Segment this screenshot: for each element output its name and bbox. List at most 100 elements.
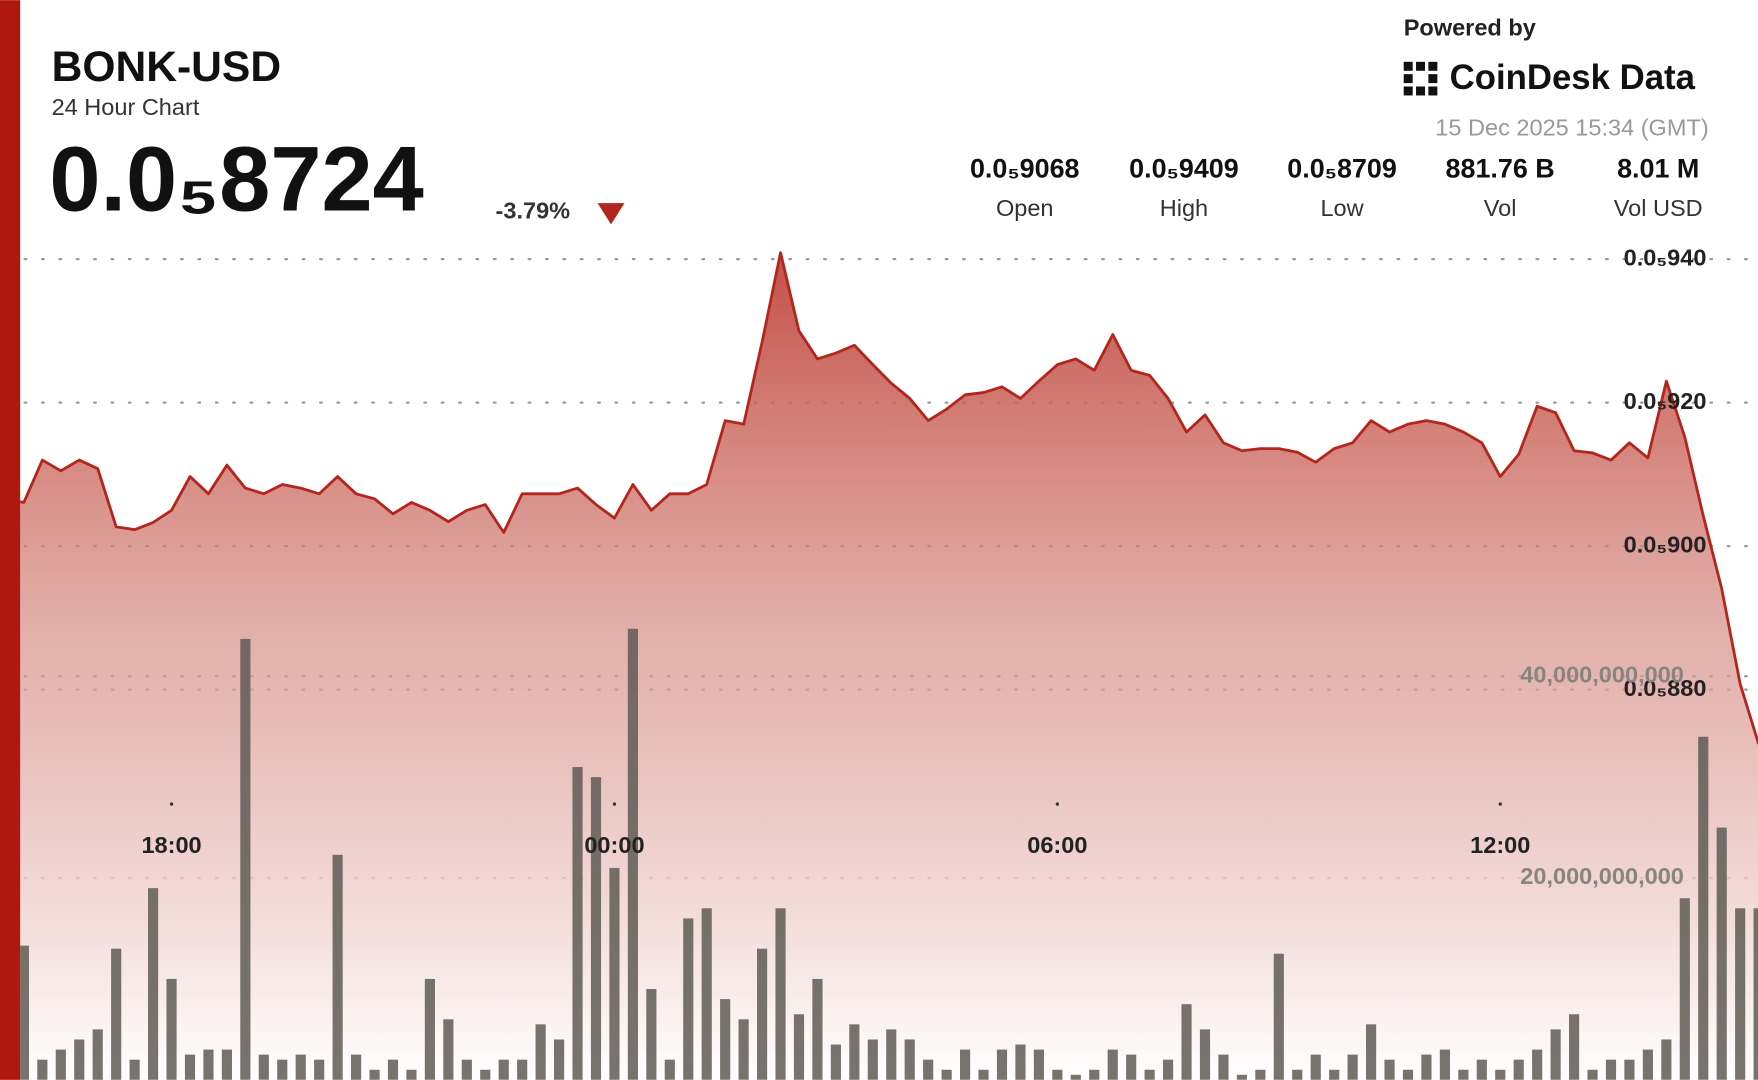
price-area xyxy=(20,252,1758,1080)
volume-bar xyxy=(166,978,177,1080)
volume-bar xyxy=(683,918,694,1080)
volume-bar xyxy=(461,1059,472,1080)
volume-bar xyxy=(572,767,583,1080)
volume-bar xyxy=(498,1059,509,1080)
volume-bar xyxy=(203,1049,214,1080)
volume-bar xyxy=(424,978,435,1080)
volume-bar xyxy=(20,945,29,1080)
volume-bar xyxy=(775,908,786,1080)
volume-bar xyxy=(480,1069,491,1080)
axis-labels: 0.0₅940 0.0₅920 0.0₅900 0.0₅88040,000,000,0… xyxy=(141,244,1706,889)
volume-bar xyxy=(277,1059,288,1080)
volume-bar xyxy=(1698,736,1709,1080)
volume-bar xyxy=(978,1069,989,1080)
volume-bar xyxy=(904,1039,915,1080)
stat-value: 0.0₅9068 xyxy=(970,154,1080,184)
volume-bar xyxy=(1310,1054,1321,1080)
volume-bar xyxy=(886,1029,897,1080)
volume-bar xyxy=(1070,1074,1081,1080)
powered-by: Powered by xyxy=(1404,15,1536,41)
stats: 0.0₅9068 Open 0.0₅9409 High 0.0₅8709 Low 881.7… xyxy=(970,154,1703,221)
stat-label: High xyxy=(1160,195,1208,221)
x-tick-label: 18:00 xyxy=(141,832,201,858)
stat-label: Vol xyxy=(1484,195,1517,221)
volume-bar xyxy=(258,1054,269,1080)
volume-bar xyxy=(609,867,620,1080)
volume-bar xyxy=(1199,1029,1211,1080)
volume-bar xyxy=(387,1059,399,1080)
volume-bar xyxy=(92,1029,103,1080)
volume-bar xyxy=(332,854,343,1080)
y-tick-label: 0.0₅920 xyxy=(1624,388,1707,414)
volume-bar xyxy=(1163,1059,1174,1080)
volume-bar xyxy=(535,1024,546,1080)
volume-bar xyxy=(1273,953,1284,1080)
volume-bar xyxy=(1347,1054,1358,1080)
volume-bar xyxy=(849,1024,860,1080)
volume-bar xyxy=(1292,1069,1303,1080)
volume-bar xyxy=(646,989,657,1080)
volume-bar xyxy=(314,1059,325,1080)
volume-bar xyxy=(1679,898,1690,1080)
volume-bar xyxy=(812,978,823,1080)
volume-bar xyxy=(1716,827,1727,1080)
volume-bar xyxy=(720,999,731,1080)
volume-bar xyxy=(738,1019,749,1080)
x-tick xyxy=(1498,802,1502,806)
volume-bar xyxy=(517,1059,528,1080)
stat-label: Low xyxy=(1320,195,1364,221)
stat-value: 0.0₅9409 xyxy=(1129,154,1239,184)
stat-value: 0.0₅8709 xyxy=(1287,154,1397,184)
volume-bar xyxy=(923,1059,934,1080)
subtitle: 24 Hour Chart xyxy=(52,94,200,120)
volume-bar xyxy=(757,948,768,1080)
down-arrow xyxy=(597,203,625,225)
y-tick-label: 0.0₅900 xyxy=(1624,531,1707,557)
volume-bar xyxy=(590,777,602,1080)
x-tick-label: 06:00 xyxy=(1027,832,1087,858)
volume-bar xyxy=(830,1044,841,1080)
volume-bar xyxy=(1181,1004,1192,1080)
volume-bar xyxy=(1642,1049,1653,1080)
change: -3.79% xyxy=(496,197,571,223)
plot-area xyxy=(20,251,1758,1080)
price-line xyxy=(20,251,1758,745)
y-tick-label: 0.0₅940 xyxy=(1624,244,1707,270)
volume-bar xyxy=(1735,908,1746,1080)
stat-label: Open xyxy=(996,195,1054,221)
x-tick xyxy=(169,802,174,806)
stat-value: 881.76 B xyxy=(1446,154,1555,184)
x-tick xyxy=(612,802,617,806)
volume-bar xyxy=(1329,1069,1340,1080)
x-tick-label: 12:00 xyxy=(1470,832,1530,858)
volume-bar xyxy=(1753,908,1758,1080)
volume-bar xyxy=(1052,1069,1063,1080)
volume-bar xyxy=(664,1059,675,1080)
volume-bar xyxy=(1218,1054,1229,1080)
volume-bar xyxy=(295,1054,306,1080)
volume-bar xyxy=(996,1049,1008,1080)
volume-bar xyxy=(1107,1049,1118,1080)
volume-bar xyxy=(941,1069,952,1080)
volume-bar xyxy=(369,1069,380,1080)
volume-bar xyxy=(1439,1049,1450,1080)
volume-bar xyxy=(1366,1024,1377,1080)
volume-bar xyxy=(1126,1054,1137,1080)
volume-bar xyxy=(221,1049,232,1080)
volume-bar xyxy=(1569,1014,1580,1080)
volume-bar xyxy=(1458,1069,1469,1080)
volume-bar xyxy=(1402,1069,1414,1080)
volume-bar xyxy=(554,1039,565,1080)
volume-bar xyxy=(1532,1049,1543,1080)
stat-label: Vol USD xyxy=(1614,195,1703,221)
volume-bar xyxy=(351,1054,362,1080)
volume-bar xyxy=(867,1039,878,1080)
brand-name: CoinDesk Data xyxy=(1450,59,1696,97)
brand-logo xyxy=(1403,61,1438,96)
x-tick-label: 00:00 xyxy=(584,832,644,858)
volume-bar xyxy=(1495,1069,1506,1080)
x-tick xyxy=(1055,802,1060,806)
title: BONK-USD xyxy=(52,43,282,91)
volume-bar xyxy=(74,1039,85,1080)
